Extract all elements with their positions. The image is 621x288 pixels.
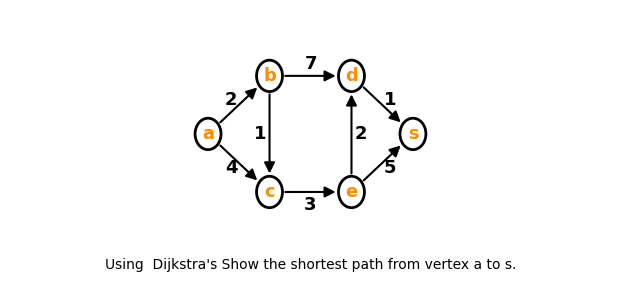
- Text: 4: 4: [225, 159, 237, 177]
- Ellipse shape: [195, 118, 221, 150]
- Text: c: c: [264, 183, 275, 201]
- Text: 1: 1: [384, 91, 396, 109]
- Ellipse shape: [256, 176, 283, 208]
- Text: a: a: [202, 125, 214, 143]
- Ellipse shape: [338, 176, 365, 208]
- Text: b: b: [263, 67, 276, 85]
- Text: 3: 3: [304, 196, 317, 214]
- Text: e: e: [345, 183, 358, 201]
- Text: Using  Dijkstra's Show the shortest path from vertex a to s.: Using Dijkstra's Show the shortest path …: [105, 258, 516, 272]
- Text: s: s: [407, 125, 419, 143]
- Ellipse shape: [400, 118, 426, 150]
- Text: 7: 7: [304, 55, 317, 73]
- Ellipse shape: [256, 60, 283, 92]
- Ellipse shape: [338, 60, 365, 92]
- Text: d: d: [345, 67, 358, 85]
- Text: 2: 2: [225, 91, 237, 109]
- Text: 1: 1: [254, 125, 266, 143]
- Text: 2: 2: [355, 125, 367, 143]
- Text: 5: 5: [384, 159, 396, 177]
